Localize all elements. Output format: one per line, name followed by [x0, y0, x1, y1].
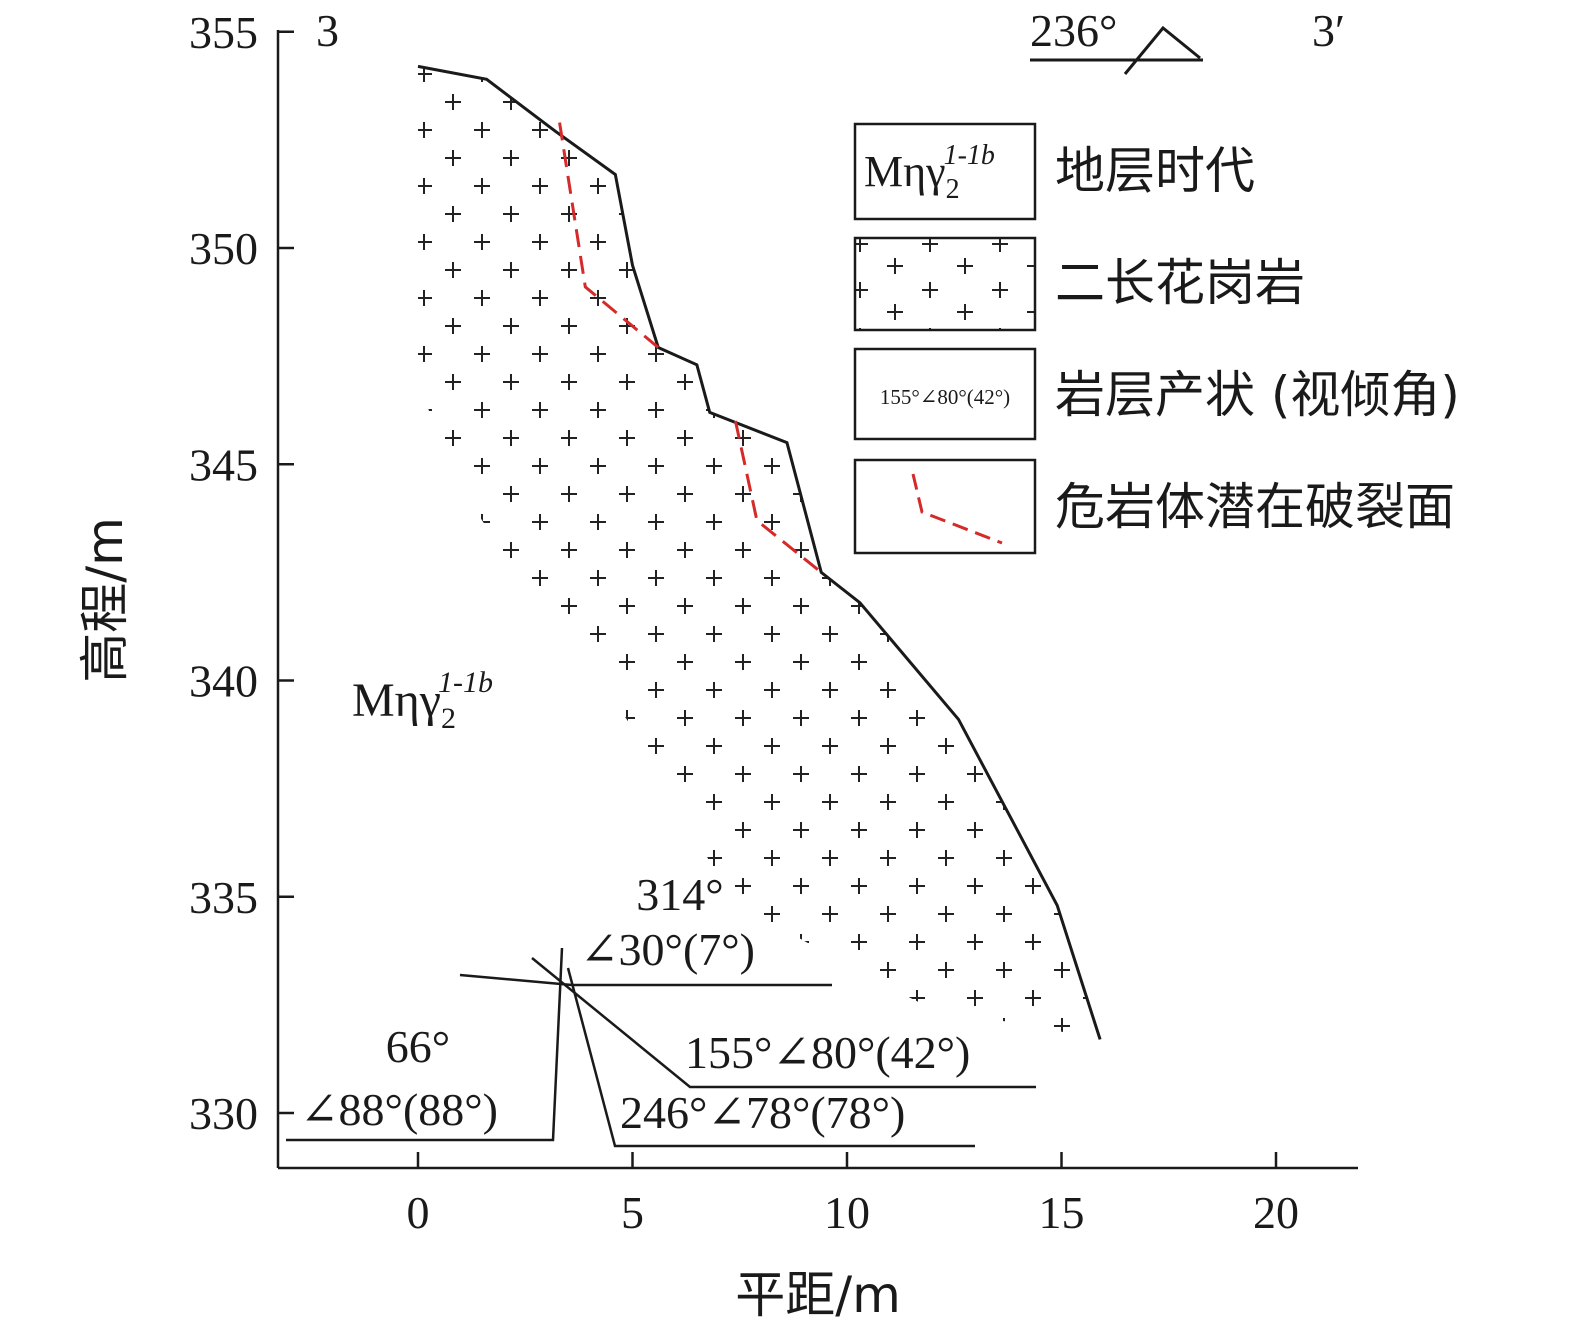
ground-surface-line [417, 64, 1102, 1040]
y-tick-label: 340 [189, 656, 258, 707]
granite-body [418, 66, 1101, 1040]
section-end-label: 3′ [1312, 5, 1345, 56]
legend-label-stratum: 地层时代 [1055, 142, 1255, 200]
y-tick-label: 350 [189, 223, 258, 274]
legend-box-failure [853, 458, 1037, 555]
legend-box-attitude [853, 347, 1037, 441]
legend-label-granite: 二长花岗岩 [1055, 254, 1305, 312]
y-ticks: 355 350 345 340 335 330 [189, 7, 294, 1139]
x-axis-title-text: 平距/m [735, 1266, 901, 1324]
y-axis-title: 高程/m [76, 517, 134, 683]
attitude-155: 155°∠80°(42°) [685, 1027, 970, 1078]
attitude-66-direction: 66° [386, 1021, 450, 1072]
legend-box-granite [853, 236, 1037, 332]
failure-surface-line [558, 122, 660, 349]
attitude-246: 246°∠78°(78°) [620, 1087, 905, 1138]
direction-arrow-icon [1030, 25, 1203, 75]
x-ticks: 0 5 10 15 20 [407, 1152, 1299, 1238]
attitude-66-dip: ∠88°(88°) [300, 1084, 498, 1135]
legend-attitude-sample: 155°∠80°(42°) [880, 385, 1010, 409]
x-tick-label: 10 [824, 1187, 870, 1238]
legend-label-attitude: 岩层产状 (视倾角) [1055, 366, 1460, 424]
section-direction-label: 236° [1030, 5, 1117, 56]
x-tick-label: 15 [1039, 1187, 1085, 1238]
legend-stratum-symbol: Mηγ21-1b [864, 140, 995, 205]
y-tick-label: 330 [189, 1088, 258, 1139]
y-tick-label: 345 [189, 439, 258, 490]
x-tick-label: 5 [621, 1187, 644, 1238]
attitude-314-direction: 314° [636, 869, 723, 920]
y-tick-label: 355 [189, 7, 258, 58]
legend-failure-line-icon [911, 473, 1003, 545]
y-axis-title-text: 高程/m [76, 517, 134, 683]
stratum-age-label: Mηγ21-1b [352, 666, 493, 735]
y-tick-label: 335 [189, 872, 258, 923]
legend-label-failure: 危岩体潜在破裂面 [1055, 478, 1455, 536]
attitude-symbols [286, 947, 1036, 1148]
legend: Mηγ21-1b 地层时代 二长花岗岩 155°∠80°(42°) 岩层产状 (… [853, 122, 1460, 555]
x-tick-label: 20 [1253, 1187, 1299, 1238]
section-start-label: 3 [316, 5, 339, 56]
failure-surface-line [733, 420, 823, 574]
x-tick-label: 0 [407, 1187, 430, 1238]
x-axis-title: 平距/m [735, 1266, 901, 1324]
attitude-314-dip: ∠30°(7°) [580, 924, 755, 975]
legend-box-stratum [853, 122, 1037, 221]
